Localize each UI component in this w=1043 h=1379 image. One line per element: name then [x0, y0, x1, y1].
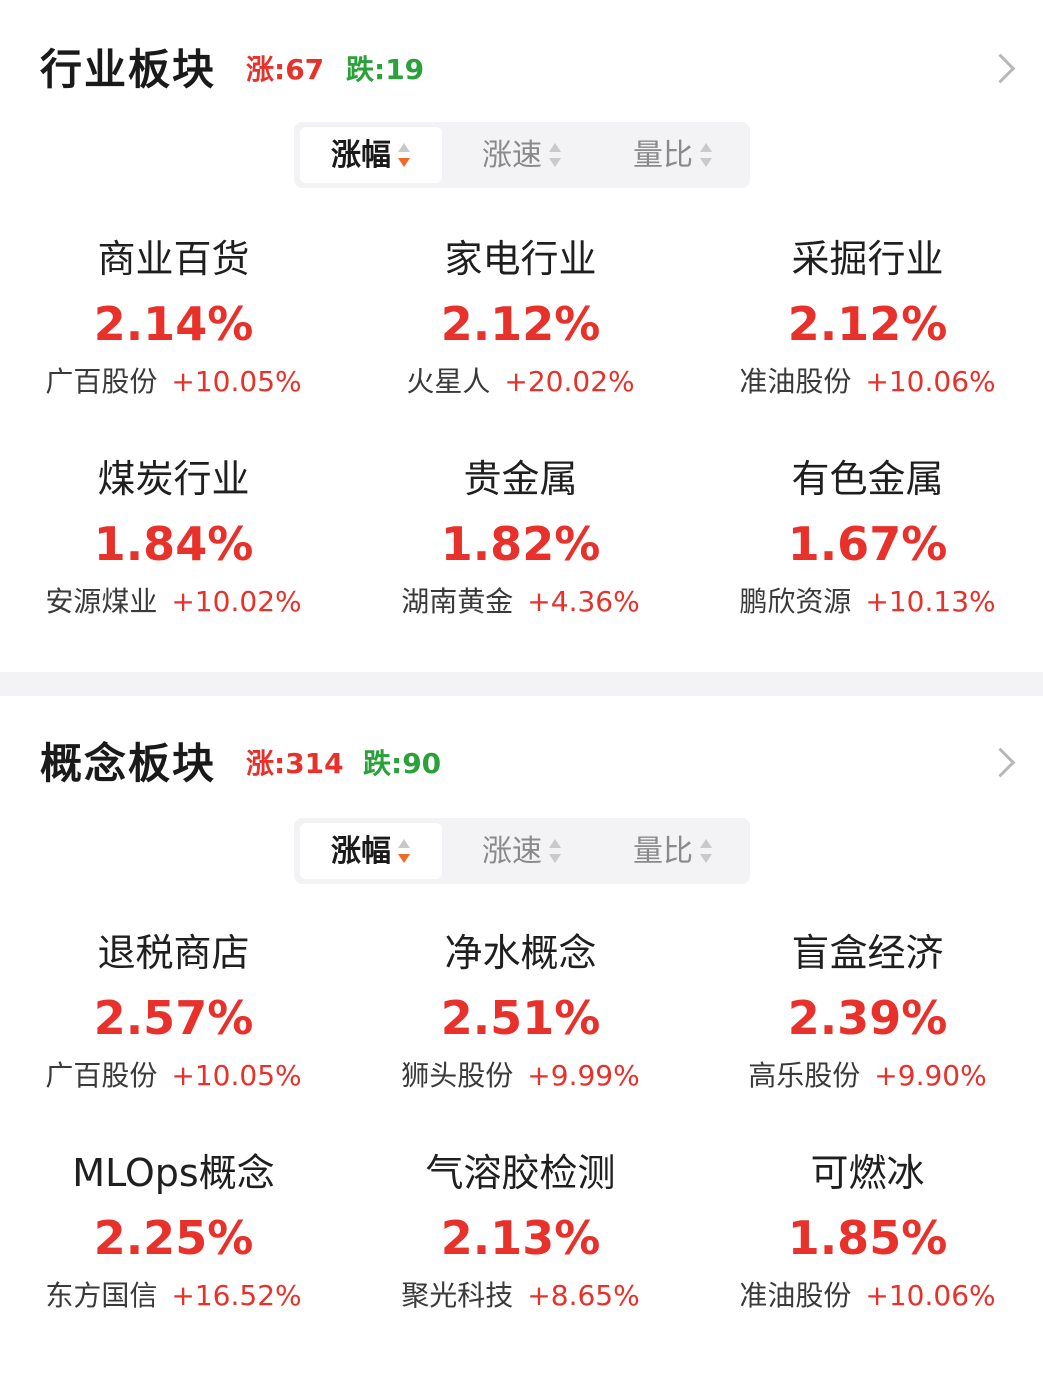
sector-card[interactable]: 盲盒经济 2.39% 高乐股份 +9.90%: [694, 928, 1041, 1138]
watermark-text: 格隆汇: [957, 1338, 1029, 1366]
leading-stock-change: +8.65%: [527, 1279, 640, 1312]
concept-section-title: 概念板块: [40, 739, 217, 788]
sector-card[interactable]: 贵金属 1.82% 湖南黄金 +4.36%: [347, 454, 694, 664]
leading-stock-change: +9.90%: [874, 1059, 987, 1092]
sort-arrows-icon: [548, 141, 562, 171]
leading-stock: 火星人: [406, 365, 491, 398]
sort-tab-label: 涨速: [482, 833, 542, 869]
sector-card[interactable]: MLOps概念 2.25% 东方国信 +16.52%: [0, 1148, 347, 1358]
sort-tab-label: 涨幅: [331, 833, 391, 869]
sort-tab-label: 量比: [633, 833, 693, 869]
leading-stock-change: +10.13%: [865, 585, 996, 618]
leading-stock-change: +10.02%: [171, 585, 302, 618]
sector-change: 1.82%: [440, 517, 601, 571]
industry-sort-bar: 涨幅 涨速 量比: [294, 122, 750, 188]
leading-stock: 湖南黄金: [401, 585, 514, 618]
industry-section: 行业板块 涨:67 跌:19 涨幅 涨速 量比 商业百货 2.14% 广百股份 +…: [0, 0, 1043, 672]
watermark: 格隆汇: [925, 1337, 1029, 1367]
leading-stock-change: +10.06%: [865, 365, 996, 398]
section-divider: [0, 672, 1043, 696]
sector-card[interactable]: 家电行业 2.12% 火星人 +20.02%: [347, 234, 694, 444]
sector-change: 2.14%: [93, 297, 254, 351]
sort-arrows-icon: [548, 837, 562, 867]
leading-stock-change: +9.99%: [527, 1059, 640, 1092]
leading-stock: 准油股份: [739, 365, 852, 398]
sector-name: 可燃冰: [810, 1151, 925, 1195]
sector-change: 2.51%: [440, 991, 601, 1045]
sector-name: 净水概念: [444, 931, 597, 975]
leading-stock-change: +10.05%: [171, 365, 302, 398]
sort-tab-label: 量比: [633, 137, 693, 173]
leading-stock: 高乐股份: [748, 1059, 861, 1092]
sector-card[interactable]: 退税商店 2.57% 广百股份 +10.05%: [0, 928, 347, 1138]
concept-down-count: 跌:90: [363, 747, 442, 780]
sector-name: 有色金属: [791, 457, 944, 501]
gelonghui-logo-icon: [925, 1340, 951, 1366]
sector-change: 2.13%: [440, 1211, 601, 1265]
sector-card[interactable]: 采掘行业 2.12% 准油股份 +10.06%: [694, 234, 1041, 444]
chevron-right-icon[interactable]: [985, 747, 1016, 778]
sector-name: 气溶胶检测: [425, 1151, 616, 1195]
sort-tab-gain[interactable]: 涨幅: [300, 127, 442, 183]
sector-change: 1.84%: [93, 517, 254, 571]
sort-tab-volume-ratio[interactable]: 量比: [602, 823, 744, 879]
leading-stock: 狮头股份: [401, 1059, 514, 1092]
sector-name: 贵金属: [463, 457, 578, 501]
leading-stock: 东方国信: [45, 1279, 158, 1312]
concept-section: 概念板块 涨:314 跌:90 涨幅 涨速 量比 退税商店 2.57% 广百股份…: [0, 696, 1043, 1379]
sector-name: 盲盒经济: [791, 931, 944, 975]
sector-change: 1.85%: [787, 1211, 948, 1265]
sector-name: 采掘行业: [791, 237, 944, 281]
leading-stock: 安源煤业: [45, 585, 158, 618]
leading-stock: 聚光科技: [401, 1279, 514, 1312]
sort-arrows-icon: [699, 837, 713, 867]
leading-stock: 准油股份: [739, 1279, 852, 1312]
sort-tab-speed[interactable]: 涨速: [451, 823, 593, 879]
leading-stock: 鹏欣资源: [739, 585, 852, 618]
concept-up-count: 涨:314: [246, 747, 344, 780]
sector-change: 2.57%: [93, 991, 254, 1045]
sort-arrows-icon: [699, 141, 713, 171]
sector-name: 退税商店: [97, 931, 250, 975]
industry-up-count: 涨:67: [246, 53, 325, 86]
sector-card[interactable]: 可燃冰 1.85% 准油股份 +10.06%: [694, 1148, 1041, 1358]
sector-name: 家电行业: [444, 237, 597, 281]
concept-sort-bar: 涨幅 涨速 量比: [294, 818, 750, 884]
industry-down-count: 跌:19: [346, 53, 425, 86]
sector-card[interactable]: 煤炭行业 1.84% 安源煤业 +10.02%: [0, 454, 347, 664]
sector-card[interactable]: 气溶胶检测 2.13% 聚光科技 +8.65%: [347, 1148, 694, 1358]
sort-arrows-icon: [397, 837, 411, 867]
chevron-right-icon[interactable]: [985, 53, 1016, 84]
leading-stock-change: +16.52%: [171, 1279, 302, 1312]
sort-tab-label: 涨幅: [331, 137, 391, 173]
sector-change: 2.12%: [440, 297, 601, 351]
leading-stock-change: +4.36%: [527, 585, 640, 618]
sort-tab-label: 涨速: [482, 137, 542, 173]
leading-stock-change: +10.05%: [171, 1059, 302, 1092]
sector-name: 商业百货: [97, 237, 250, 281]
sector-name: 煤炭行业: [97, 457, 250, 501]
sector-change: 2.39%: [787, 991, 948, 1045]
sector-card[interactable]: 有色金属 1.67% 鹏欣资源 +10.13%: [694, 454, 1041, 664]
leading-stock: 广百股份: [45, 1059, 158, 1092]
leading-stock-change: +10.06%: [865, 1279, 996, 1312]
sector-card[interactable]: 商业百货 2.14% 广百股份 +10.05%: [0, 234, 347, 444]
sector-name: MLOps概念: [72, 1151, 275, 1195]
sort-tab-speed[interactable]: 涨速: [451, 127, 593, 183]
industry-section-title: 行业板块: [40, 45, 217, 94]
sort-arrows-icon: [397, 141, 411, 171]
leading-stock-change: +20.02%: [504, 365, 635, 398]
sector-change: 2.12%: [787, 297, 948, 351]
sort-tab-volume-ratio[interactable]: 量比: [602, 127, 744, 183]
sector-card[interactable]: 净水概念 2.51% 狮头股份 +9.99%: [347, 928, 694, 1138]
leading-stock: 广百股份: [45, 365, 158, 398]
sector-change: 1.67%: [787, 517, 948, 571]
sort-tab-gain[interactable]: 涨幅: [300, 823, 442, 879]
sector-change: 2.25%: [93, 1211, 254, 1265]
